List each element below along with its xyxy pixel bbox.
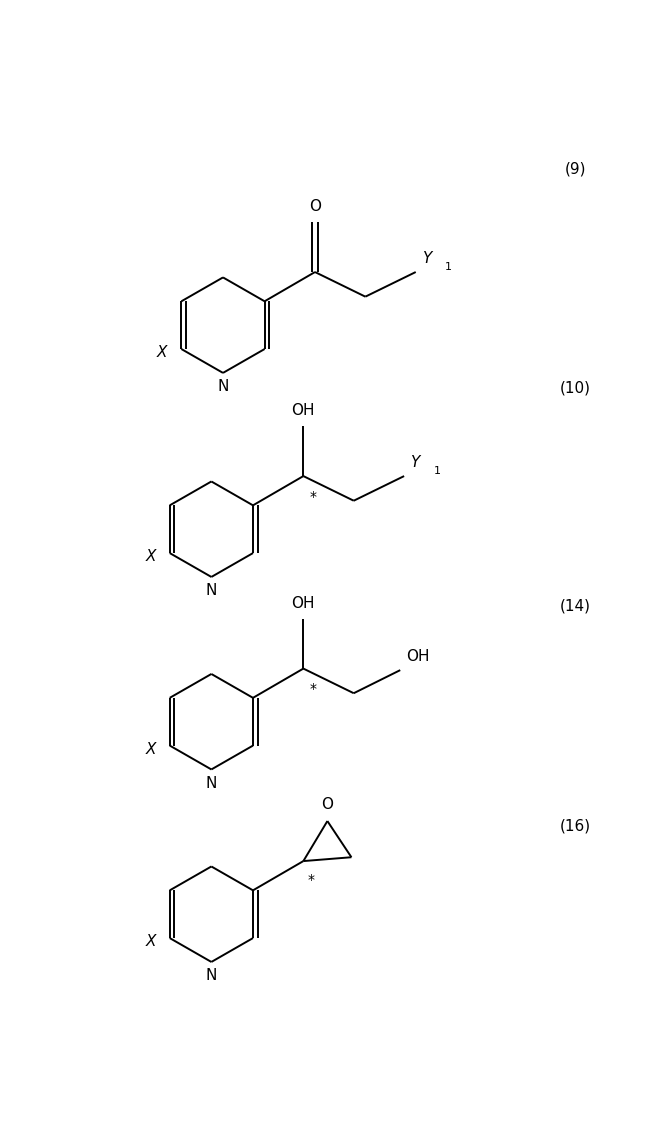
Text: X: X: [146, 935, 156, 950]
Text: X: X: [146, 742, 156, 757]
Text: Y: Y: [422, 251, 432, 265]
Text: O: O: [309, 199, 321, 214]
Text: N: N: [217, 379, 228, 394]
Text: N: N: [206, 968, 217, 983]
Text: N: N: [206, 776, 217, 791]
Text: (16): (16): [560, 819, 591, 834]
Text: *: *: [309, 683, 316, 697]
Text: X: X: [146, 549, 156, 564]
Text: *: *: [309, 490, 316, 505]
Text: 1: 1: [445, 262, 452, 272]
Text: *: *: [307, 873, 315, 888]
Text: OH: OH: [292, 596, 315, 611]
Text: X: X: [157, 345, 168, 360]
Text: 1: 1: [434, 466, 441, 476]
Text: (9): (9): [564, 161, 586, 176]
Text: OH: OH: [406, 649, 430, 664]
Text: O: O: [321, 797, 333, 812]
Text: N: N: [206, 583, 217, 598]
Text: OH: OH: [292, 404, 315, 419]
Text: Y: Y: [410, 455, 420, 470]
Text: (10): (10): [560, 381, 591, 396]
Text: (14): (14): [560, 598, 591, 613]
